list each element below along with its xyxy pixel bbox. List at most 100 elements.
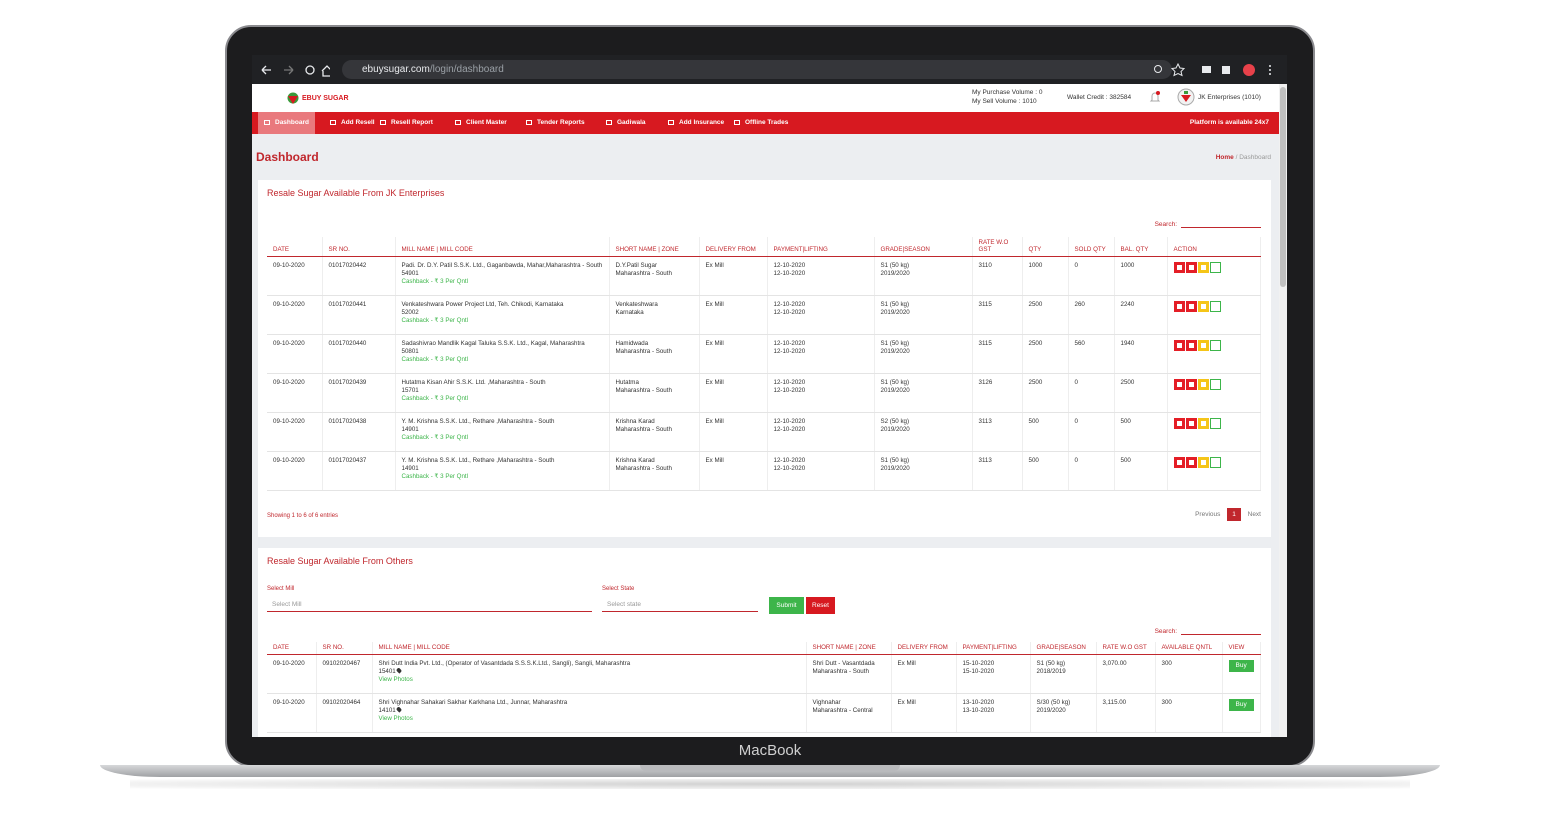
cell-cashback[interactable]: Cashback - ₹ 3 Per Qntl bbox=[402, 356, 603, 364]
search-input[interactable] bbox=[1181, 624, 1261, 635]
deactivate-button[interactable] bbox=[1173, 457, 1185, 468]
user-name[interactable]: JK Enterprises (1010) bbox=[1198, 94, 1261, 101]
nav-item[interactable]: Resell Report bbox=[374, 112, 439, 134]
deactivate-button[interactable] bbox=[1173, 379, 1185, 390]
page-current[interactable]: 1 bbox=[1227, 508, 1241, 521]
search[interactable]: Search: bbox=[1155, 624, 1261, 635]
column-header[interactable]: SR NO. bbox=[316, 642, 373, 655]
page-next[interactable]: Next bbox=[1247, 511, 1261, 518]
column-header[interactable]: VIEW bbox=[1222, 642, 1261, 655]
edit-button[interactable] bbox=[1197, 340, 1209, 351]
location-pin[interactable] bbox=[395, 667, 402, 674]
column-header[interactable]: PAYMENT|LIFTING bbox=[767, 237, 875, 257]
table-cell: Hutatma Kisan Ahir S.S.K. Ltd. ,Maharash… bbox=[395, 373, 610, 413]
cell-text: 2019/2020 bbox=[1036, 707, 1066, 715]
deactivate-button[interactable] bbox=[1173, 418, 1185, 429]
cell-qty: 2500 bbox=[1029, 340, 1062, 348]
card-title: Resale Sugar Available From JK Enterpris… bbox=[267, 188, 445, 198]
cell-cashback[interactable]: Cashback - ₹ 3 Per Qntl bbox=[402, 473, 603, 481]
edit-button[interactable] bbox=[1197, 262, 1209, 273]
edit-button[interactable] bbox=[1197, 418, 1209, 429]
column-header[interactable]: BAL. QTY bbox=[1114, 237, 1168, 257]
column-header[interactable]: RATE W.O GST bbox=[1096, 642, 1156, 655]
cell-text: S1 (50 kg) bbox=[1036, 660, 1066, 667]
column-header[interactable]: GRADE|SEASON bbox=[874, 237, 973, 257]
cart-button[interactable] bbox=[1209, 340, 1221, 351]
submit-button[interactable]: Submit bbox=[769, 597, 804, 614]
cell-grade: S1 (50 kg) bbox=[881, 457, 966, 465]
deactivate-button[interactable] bbox=[1173, 301, 1185, 312]
state-select[interactable]: Select state bbox=[602, 598, 758, 612]
column-header[interactable]: DELIVERY FROM bbox=[891, 642, 957, 655]
reset-button[interactable]: Reset bbox=[806, 597, 835, 614]
column-header[interactable]: AVAILABLE QNTL bbox=[1155, 642, 1223, 655]
cell-text: Karnataka bbox=[615, 309, 644, 317]
nav-item[interactable]: Tender Reports bbox=[520, 112, 591, 134]
edit-button[interactable] bbox=[1197, 301, 1209, 312]
column-header[interactable]: RATE W.O GST bbox=[972, 237, 1023, 257]
cell-photos[interactable]: View Photos bbox=[379, 676, 800, 684]
table-cell: Shri Dutt India Pvt. Ltd., (Operator of … bbox=[372, 654, 807, 694]
cell-date: 09-10-2020 bbox=[273, 699, 310, 707]
nav-item[interactable]: Gadiwala bbox=[600, 112, 652, 134]
column-header[interactable]: DATE bbox=[267, 642, 317, 655]
nav-item[interactable]: Add Insurance bbox=[662, 112, 730, 134]
cart-button[interactable] bbox=[1209, 379, 1221, 390]
column-header[interactable]: PAYMENT|LIFTING bbox=[956, 642, 1031, 655]
edit-button[interactable] bbox=[1197, 457, 1209, 468]
cell-short-name: D.Y.Patil Sugar bbox=[616, 262, 693, 270]
cart-button[interactable] bbox=[1209, 301, 1221, 312]
buy-button[interactable]: Buy bbox=[1228, 660, 1254, 673]
notification-bell[interactable] bbox=[1149, 90, 1161, 104]
cell-cashback[interactable]: Cashback - ₹ 3 Per Qntl bbox=[402, 278, 603, 286]
search[interactable]: Search: bbox=[1155, 217, 1261, 228]
logo-text[interactable]: EBUY SUGAR bbox=[302, 95, 349, 102]
delete-button[interactable] bbox=[1185, 340, 1197, 351]
cart-button[interactable] bbox=[1209, 418, 1221, 429]
cart-button[interactable] bbox=[1209, 457, 1221, 468]
nav-item[interactable]: Client Master bbox=[449, 112, 513, 134]
address-bar[interactable]: ebuysugar.com/login/dashboard bbox=[342, 60, 1172, 79]
nav-item[interactable]: Offline Trades bbox=[728, 112, 794, 134]
cart-button[interactable] bbox=[1209, 262, 1221, 273]
user-avatar[interactable] bbox=[1177, 88, 1195, 106]
column-header[interactable]: GRADE|SEASON bbox=[1030, 642, 1097, 655]
deactivate-button[interactable] bbox=[1173, 340, 1185, 351]
cell-lifting: 12-10-2020 bbox=[774, 387, 868, 395]
search-input[interactable] bbox=[1181, 217, 1261, 228]
column-header[interactable]: DATE bbox=[267, 237, 323, 257]
scrollbar[interactable] bbox=[1279, 84, 1287, 737]
cell-cashback[interactable]: Cashback - ₹ 3 Per Qntl bbox=[402, 317, 603, 325]
column-header[interactable]: SOLD QTY bbox=[1068, 237, 1115, 257]
location-pin[interactable] bbox=[395, 706, 402, 713]
column-header[interactable]: MILL NAME | MILL CODE bbox=[395, 237, 610, 257]
cell-short-name: Hamidwada bbox=[616, 340, 693, 348]
cell-cashback[interactable]: Cashback - ₹ 3 Per Qntl bbox=[402, 434, 603, 442]
cell-sr-no: 01017020442 bbox=[329, 262, 389, 270]
column-header[interactable]: SHORT NAME | ZONE bbox=[806, 642, 892, 655]
cell-photos[interactable]: View Photos bbox=[379, 715, 800, 723]
scrollbar-thumb[interactable] bbox=[1280, 87, 1286, 287]
buy-button[interactable]: Buy bbox=[1228, 699, 1254, 712]
delete-button[interactable] bbox=[1185, 379, 1197, 390]
nav-item[interactable]: Dashboard bbox=[258, 112, 315, 134]
cell-cashback[interactable]: Cashback - ₹ 3 Per Qntl bbox=[402, 395, 603, 403]
column-header[interactable]: SR NO. bbox=[322, 237, 396, 257]
column-header[interactable]: QTY bbox=[1022, 237, 1069, 257]
column-header[interactable]: DELIVERY FROM bbox=[699, 237, 768, 257]
edit-button[interactable] bbox=[1197, 379, 1209, 390]
delete-button[interactable] bbox=[1185, 457, 1197, 468]
cell-text: 500 bbox=[1120, 457, 1131, 464]
column-header[interactable]: SHORT NAME | ZONE bbox=[609, 237, 700, 257]
delete-button[interactable] bbox=[1185, 418, 1197, 429]
nav-item[interactable]: Add Resell bbox=[324, 112, 381, 134]
mill-select[interactable]: Select Mill bbox=[267, 598, 592, 612]
delete-button[interactable] bbox=[1185, 301, 1197, 312]
breadcrumb-home[interactable]: Home bbox=[1215, 154, 1234, 161]
column-header[interactable]: MILL NAME | MILL CODE bbox=[372, 642, 807, 655]
delete-button[interactable] bbox=[1185, 262, 1197, 273]
column-header[interactable]: ACTION bbox=[1167, 237, 1261, 257]
table-cell bbox=[1167, 256, 1261, 296]
deactivate-button[interactable] bbox=[1173, 262, 1185, 273]
page-previous[interactable]: Previous bbox=[1195, 511, 1221, 518]
